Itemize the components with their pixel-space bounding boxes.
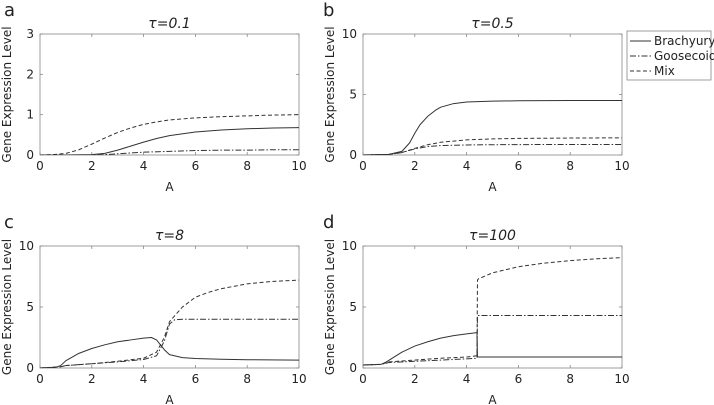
panel-a: 0 2 4 6 8 10 0 1 2 3 A Gene Expression Level τ=0.1 a xyxy=(0,0,307,194)
legend-box xyxy=(626,30,712,81)
x-axis-label: A xyxy=(488,180,497,194)
x-tick-label: 6 xyxy=(192,159,200,173)
x-tick-label: 2 xyxy=(411,372,419,386)
series-line-mix xyxy=(363,257,622,366)
y-tick-label: 2 xyxy=(26,67,34,81)
axes-frame xyxy=(39,33,300,156)
x-tick-label: 0 xyxy=(359,159,367,173)
panel-d: 0 2 4 6 8 10 0 5 10 A Gene Expression Level τ=100 d xyxy=(323,212,630,405)
axes-frame xyxy=(39,245,300,369)
y-tick-label: 10 xyxy=(19,239,34,253)
y-tick-label: 0 xyxy=(349,148,357,162)
x-tick-label: 0 xyxy=(36,372,44,386)
series-line-mix xyxy=(40,114,299,155)
y-tick-label: 5 xyxy=(26,300,34,314)
panel-title: τ=0.1 xyxy=(148,16,190,32)
x-tick-label: 8 xyxy=(243,372,251,386)
y-tick-label: 0 xyxy=(349,361,357,375)
panel-title: τ=8 xyxy=(155,228,184,244)
x-axis-label: A xyxy=(165,393,174,405)
y-axis-label: Gene Expression Level xyxy=(323,26,337,162)
x-tick-label: 8 xyxy=(566,372,574,386)
x-tick-label: 6 xyxy=(515,372,523,386)
x-tick-label: 0 xyxy=(359,372,367,386)
series-line-goosecoid xyxy=(40,149,299,155)
x-tick-label: 6 xyxy=(192,372,200,386)
x-tick-label: 10 xyxy=(614,159,629,173)
x-tick-label: 10 xyxy=(291,372,306,386)
x-tick-label: 0 xyxy=(36,159,44,173)
series-line-mix xyxy=(363,137,622,155)
series-line-brachyury xyxy=(363,100,622,155)
legend-label-goosecoid: Goosecoid xyxy=(654,49,714,63)
series-line-goosecoid xyxy=(363,315,622,366)
axes-frame xyxy=(362,33,623,156)
x-tick-label: 10 xyxy=(614,372,629,386)
x-tick-label: 10 xyxy=(291,159,306,173)
series-line-goosecoid xyxy=(363,143,622,155)
panel-title: τ=100 xyxy=(469,228,516,244)
series-line-brachyury xyxy=(40,127,299,155)
x-tick-label: 4 xyxy=(140,159,148,173)
axes-frame xyxy=(362,245,623,369)
series-line-brachyury xyxy=(40,337,299,368)
y-axis-label: Gene Expression Level xyxy=(0,239,14,375)
panel-b: 0 2 4 6 8 10 0 5 10 A Gene Expression Level τ=0.5 b xyxy=(323,0,630,194)
x-tick-label: 8 xyxy=(566,159,574,173)
y-tick-label: 3 xyxy=(26,27,34,41)
y-axis-label: Gene Expression Level xyxy=(323,239,337,375)
legend-label-brachyury: Brachyury xyxy=(654,34,714,48)
series-line-goosecoid xyxy=(40,318,299,368)
y-tick-label: 10 xyxy=(342,239,357,253)
panel-title: τ=0.5 xyxy=(471,16,514,32)
x-tick-label: 2 xyxy=(88,159,96,173)
x-tick-label: 4 xyxy=(140,372,148,386)
panel-label: c xyxy=(4,212,14,233)
y-tick-label: 5 xyxy=(349,300,357,314)
x-axis-label: A xyxy=(488,393,497,405)
panel-label: d xyxy=(323,212,334,233)
x-axis-label: A xyxy=(165,180,174,194)
legend-label-mix: Mix xyxy=(654,64,675,78)
x-tick-label: 2 xyxy=(88,372,96,386)
x-tick-label: 4 xyxy=(463,372,471,386)
x-tick-label: 8 xyxy=(243,159,251,173)
x-tick-label: 2 xyxy=(411,159,419,173)
panel-label: a xyxy=(4,0,15,21)
series-line-brachyury xyxy=(363,332,622,366)
panel-c: 0 2 4 6 8 10 0 5 10 A Gene Expression Level τ=8 c xyxy=(0,212,307,405)
y-axis-label: Gene Expression Level xyxy=(0,26,14,162)
series-line-mix xyxy=(40,279,299,368)
y-tick-label: 1 xyxy=(26,108,34,122)
x-tick-label: 6 xyxy=(515,159,523,173)
y-tick-label: 0 xyxy=(26,148,34,162)
panel-label: b xyxy=(323,0,334,21)
x-tick-label: 4 xyxy=(463,159,471,173)
y-tick-label: 5 xyxy=(349,88,357,102)
y-tick-label: 0 xyxy=(26,361,34,375)
y-tick-label: 10 xyxy=(342,27,357,41)
